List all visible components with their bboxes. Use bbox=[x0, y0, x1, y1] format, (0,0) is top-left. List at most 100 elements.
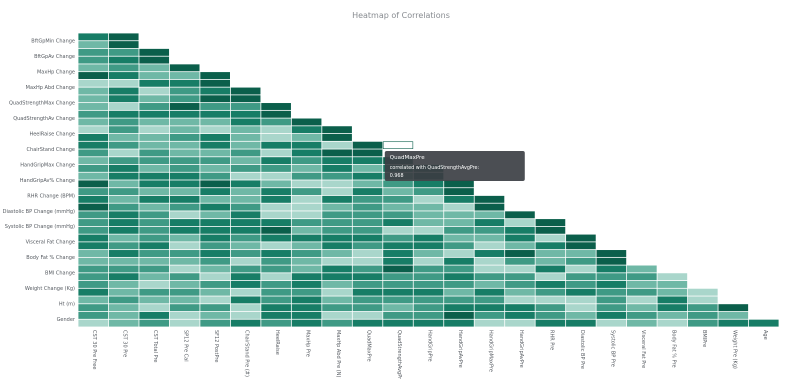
heatmap-cell[interactable] bbox=[200, 319, 230, 327]
heatmap-cell[interactable] bbox=[169, 203, 200, 211]
heatmap-cell[interactable] bbox=[108, 172, 139, 180]
heatmap-cell[interactable] bbox=[78, 87, 109, 95]
heatmap-cell[interactable] bbox=[444, 311, 474, 319]
heatmap-cell[interactable] bbox=[352, 242, 383, 250]
heatmap-cell[interactable] bbox=[352, 280, 383, 288]
heatmap-cell[interactable] bbox=[535, 304, 566, 312]
heatmap-cell[interactable] bbox=[139, 157, 170, 165]
heatmap-cell[interactable] bbox=[383, 304, 413, 312]
heatmap-cell[interactable] bbox=[566, 273, 596, 281]
heatmap-cell[interactable] bbox=[78, 188, 109, 196]
heatmap-cell[interactable] bbox=[139, 164, 170, 172]
heatmap-cell[interactable] bbox=[322, 219, 352, 227]
heatmap-cell[interactable] bbox=[139, 265, 170, 273]
heatmap-cell[interactable] bbox=[566, 250, 596, 257]
heatmap-cell[interactable] bbox=[78, 250, 109, 257]
heatmap-cell[interactable] bbox=[413, 250, 444, 257]
heatmap-cell[interactable] bbox=[200, 133, 230, 141]
heatmap-cell[interactable] bbox=[748, 319, 779, 327]
heatmap-cell[interactable] bbox=[444, 211, 474, 219]
heatmap-cell[interactable] bbox=[108, 319, 139, 327]
heatmap-cell[interactable] bbox=[383, 195, 413, 203]
heatmap-cell[interactable] bbox=[78, 226, 109, 234]
heatmap-cell[interactable] bbox=[139, 87, 170, 95]
heatmap-cell[interactable] bbox=[139, 296, 170, 304]
heatmap-cell[interactable] bbox=[108, 250, 139, 257]
heatmap-cell[interactable] bbox=[200, 126, 230, 134]
heatmap-cell[interactable] bbox=[230, 95, 261, 103]
heatmap-cell[interactable] bbox=[535, 273, 566, 281]
heatmap-cell[interactable] bbox=[505, 226, 535, 234]
heatmap-cell[interactable] bbox=[291, 234, 322, 242]
heatmap-cell[interactable] bbox=[291, 172, 322, 180]
heatmap-cell[interactable] bbox=[139, 79, 170, 87]
heatmap-cell[interactable] bbox=[78, 172, 109, 180]
heatmap-cell[interactable] bbox=[291, 118, 322, 126]
heatmap-cell[interactable] bbox=[261, 257, 291, 265]
heatmap-cell[interactable] bbox=[169, 180, 200, 188]
heatmap-cell[interactable] bbox=[657, 304, 688, 312]
heatmap-cell[interactable] bbox=[78, 242, 109, 250]
heatmap-cell[interactable] bbox=[78, 211, 109, 219]
heatmap-cell[interactable] bbox=[352, 211, 383, 219]
heatmap-cell[interactable] bbox=[352, 296, 383, 304]
heatmap-cell[interactable] bbox=[535, 296, 566, 304]
heatmap-cell[interactable] bbox=[535, 234, 566, 242]
heatmap-cell[interactable] bbox=[687, 304, 718, 312]
heatmap-cell[interactable] bbox=[200, 118, 230, 126]
heatmap-cell[interactable] bbox=[474, 250, 505, 257]
heatmap-cell[interactable] bbox=[169, 273, 200, 281]
heatmap-cell[interactable] bbox=[535, 265, 566, 273]
heatmap-cell[interactable] bbox=[261, 226, 291, 234]
heatmap-cell[interactable] bbox=[139, 72, 170, 80]
heatmap-cell[interactable] bbox=[230, 273, 261, 281]
heatmap-cell[interactable] bbox=[535, 219, 566, 227]
heatmap-cell[interactable] bbox=[352, 250, 383, 257]
heatmap-cell[interactable] bbox=[78, 319, 109, 327]
heatmap-cell[interactable] bbox=[413, 319, 444, 327]
heatmap-cell[interactable] bbox=[444, 296, 474, 304]
heatmap-cell[interactable] bbox=[200, 311, 230, 319]
heatmap-cell[interactable] bbox=[322, 265, 352, 273]
heatmap-cell[interactable] bbox=[200, 257, 230, 265]
heatmap-cell[interactable] bbox=[108, 64, 139, 72]
heatmap-cell[interactable] bbox=[200, 188, 230, 196]
heatmap-cell[interactable] bbox=[139, 311, 170, 319]
heatmap-cell[interactable] bbox=[413, 257, 444, 265]
heatmap-cell[interactable] bbox=[108, 118, 139, 126]
heatmap-cell[interactable] bbox=[596, 311, 627, 319]
heatmap-cell[interactable] bbox=[78, 219, 109, 227]
heatmap-cell[interactable] bbox=[566, 257, 596, 265]
heatmap-cell[interactable] bbox=[200, 234, 230, 242]
heatmap-cell[interactable] bbox=[352, 141, 383, 149]
heatmap-cell[interactable] bbox=[383, 273, 413, 281]
heatmap-cell[interactable] bbox=[108, 203, 139, 211]
heatmap-cell[interactable] bbox=[78, 95, 109, 103]
heatmap-cell[interactable] bbox=[78, 72, 109, 80]
heatmap-cell[interactable] bbox=[291, 188, 322, 196]
heatmap-cell[interactable] bbox=[78, 133, 109, 141]
heatmap-cell[interactable] bbox=[596, 304, 627, 312]
heatmap-cell[interactable] bbox=[474, 296, 505, 304]
heatmap-cell[interactable] bbox=[139, 242, 170, 250]
heatmap-cell[interactable] bbox=[139, 110, 170, 118]
heatmap-cell[interactable] bbox=[627, 304, 657, 312]
heatmap-cell[interactable] bbox=[139, 118, 170, 126]
heatmap-cell[interactable] bbox=[78, 265, 109, 273]
heatmap-cell[interactable] bbox=[261, 250, 291, 257]
heatmap-cell[interactable] bbox=[291, 211, 322, 219]
heatmap-cell[interactable] bbox=[352, 257, 383, 265]
heatmap-cell[interactable] bbox=[291, 311, 322, 319]
heatmap-cell[interactable] bbox=[108, 157, 139, 165]
heatmap-cell[interactable] bbox=[657, 296, 688, 304]
heatmap-cell[interactable] bbox=[383, 242, 413, 250]
heatmap-cell[interactable] bbox=[200, 87, 230, 95]
heatmap-cell[interactable] bbox=[108, 304, 139, 312]
heatmap-cell[interactable] bbox=[291, 141, 322, 149]
heatmap-cell[interactable] bbox=[322, 234, 352, 242]
heatmap-cell[interactable] bbox=[352, 319, 383, 327]
heatmap-cell[interactable] bbox=[322, 133, 352, 141]
heatmap-cell[interactable] bbox=[505, 296, 535, 304]
heatmap-cell[interactable] bbox=[687, 296, 718, 304]
